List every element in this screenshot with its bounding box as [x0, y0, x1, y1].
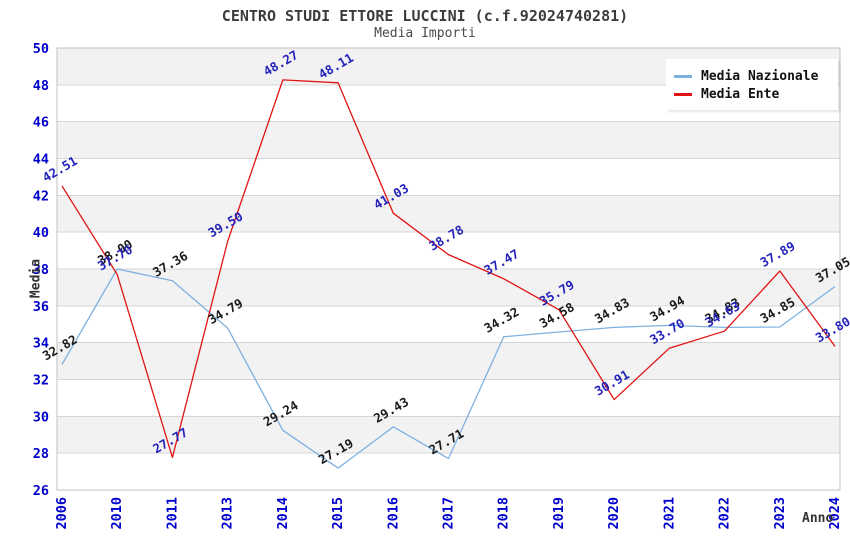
legend-label: Media Nazionale: [701, 68, 819, 84]
plot-band: [57, 195, 840, 233]
y-tick-label: 28: [33, 446, 49, 462]
y-tick-label: 34: [33, 336, 49, 352]
y-tick-label: 40: [33, 225, 49, 241]
x-tick-label: 2011: [164, 497, 180, 530]
media-nazionale-line-icon: [674, 74, 692, 78]
y-tick-label: 36: [33, 299, 49, 315]
y-tick-label: 48: [33, 78, 49, 94]
series-line-media-ente: [61, 79, 836, 459]
plot-band: [57, 379, 840, 417]
y-axis-label: Media: [28, 258, 44, 299]
plot-band: [57, 416, 840, 454]
x-tick-label: 2022: [717, 497, 733, 530]
y-tick-label: 44: [33, 152, 49, 168]
y-tick-label: 30: [33, 409, 49, 425]
x-tick-label: 2020: [606, 497, 622, 530]
y-tick-label: 38: [33, 262, 49, 278]
x-tick-label: 2017: [441, 497, 457, 530]
x-tick-label: 2023: [772, 497, 788, 530]
y-tick-label: 46: [33, 115, 49, 131]
x-tick-label: 2016: [385, 497, 401, 530]
plot-band: [57, 453, 840, 490]
x-tick-label: 2014: [275, 497, 291, 530]
series-line-media-nazionale: [61, 268, 836, 469]
y-tick-label: 50: [33, 41, 49, 57]
x-axis-label: Anno: [802, 511, 834, 526]
plot-band: [57, 269, 840, 306]
legend-item-media-nazionale: Media Nazionale: [674, 68, 830, 84]
x-tick-label: 2024: [827, 497, 843, 530]
x-tick-label: 2006: [54, 497, 70, 530]
plot-band: [57, 158, 840, 196]
x-tick-label: 2019: [551, 497, 567, 530]
y-tick-label: 32: [33, 373, 49, 389]
legend: Media Nazionale Media Ente: [666, 59, 838, 110]
plot-band: [57, 342, 840, 380]
plot-band: [57, 121, 840, 159]
y-tick-label: 26: [33, 483, 49, 499]
media-ente-line-icon: [674, 92, 692, 96]
plot-band: [57, 232, 840, 269]
legend-label: Media Ente: [701, 86, 780, 102]
x-tick-label: 2015: [330, 497, 346, 530]
x-tick-label: 2021: [661, 497, 677, 530]
x-tick-label: 2010: [109, 497, 125, 530]
plot-band: [57, 305, 840, 343]
x-tick-label: 2013: [220, 497, 236, 530]
legend-item-media-ente: Media Ente: [674, 86, 830, 102]
chart-subtitle: Media Importi: [374, 26, 476, 41]
chart-title: CENTRO STUDI ETTORE LUCCINI (c.f.9202474…: [221, 7, 629, 25]
plot-border: [56, 47, 841, 491]
x-tick-label: 2018: [496, 497, 512, 530]
y-tick-label: 42: [33, 188, 49, 204]
